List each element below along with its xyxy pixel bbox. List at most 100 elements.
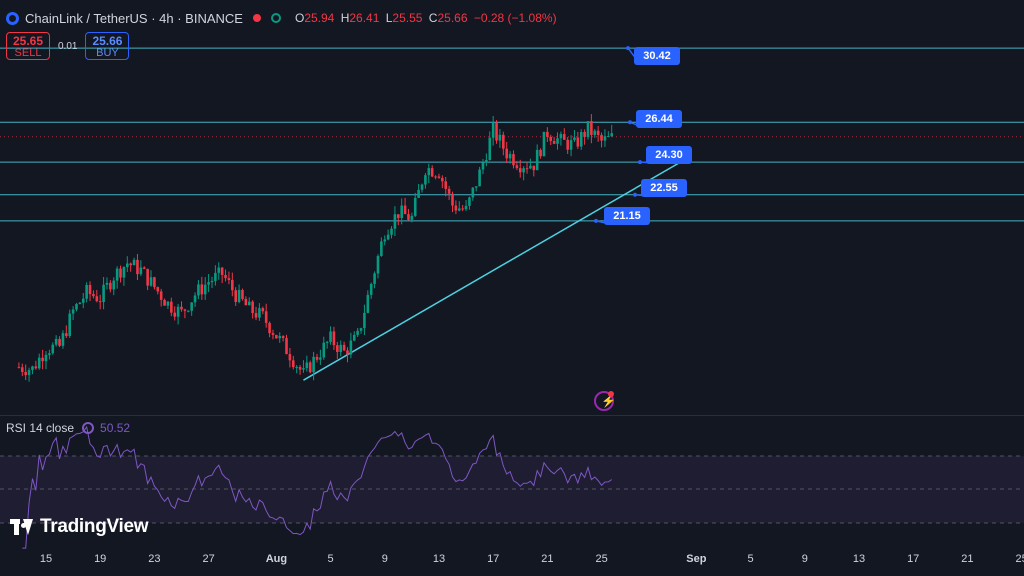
- sell-button[interactable]: 25.65 SELL: [6, 32, 50, 60]
- x-tick-label: 25: [1015, 553, 1024, 565]
- rsi-legend[interactable]: RSI 14 close 50.52: [6, 421, 130, 435]
- candle-body: [166, 301, 170, 306]
- price-level-tag[interactable]: 26.44: [636, 110, 682, 128]
- candle-body: [207, 282, 210, 285]
- candle-body: [88, 284, 92, 295]
- spread-value: 0.01: [58, 40, 78, 52]
- candle-body: [85, 284, 88, 299]
- candle-body: [610, 133, 614, 137]
- candle-body: [61, 333, 65, 346]
- candle-body: [305, 362, 309, 369]
- candle-body: [71, 309, 75, 314]
- candle-body: [397, 214, 400, 219]
- candle-body: [183, 309, 187, 311]
- price-level-tag[interactable]: 21.15: [604, 207, 650, 225]
- candle-body: [24, 371, 27, 376]
- candle-body: [363, 312, 366, 329]
- alert-button[interactable]: ⚡: [594, 391, 616, 411]
- candle-body: [119, 268, 122, 278]
- candle-body: [295, 366, 298, 368]
- candle-body: [176, 306, 180, 317]
- candle-body: [288, 354, 292, 361]
- pane-divider: [0, 415, 1024, 416]
- candle-body: [95, 296, 99, 302]
- candle-body: [607, 136, 610, 138]
- candle-body: [525, 168, 529, 170]
- candle-body: [603, 136, 607, 141]
- sell-label: SELL: [14, 47, 42, 59]
- candle-body: [556, 138, 559, 144]
- candle-body: [214, 272, 217, 281]
- candle-body: [352, 334, 356, 341]
- candle-body: [512, 154, 515, 166]
- x-tick-label: 15: [39, 553, 53, 565]
- candle-body: [126, 263, 129, 268]
- candle-body: [549, 136, 553, 142]
- candle-body: [27, 370, 31, 376]
- tradingview-logo[interactable]: TradingView: [10, 516, 149, 538]
- x-tick-label: Aug: [265, 553, 288, 565]
- candle-body: [285, 338, 288, 355]
- candle-body: [237, 289, 241, 302]
- candle-body: [376, 256, 380, 274]
- candle-body: [457, 208, 461, 211]
- candle-body: [569, 140, 573, 150]
- candle-body: [132, 259, 136, 266]
- candle-body: [68, 313, 72, 336]
- candle-body: [48, 353, 51, 355]
- candle-body: [291, 360, 295, 368]
- candle-body: [159, 291, 163, 300]
- candle-body: [393, 214, 397, 229]
- candle-body: [579, 131, 583, 147]
- candle-body: [420, 184, 424, 190]
- candle-body: [264, 311, 268, 323]
- rsi-line: [22, 425, 612, 549]
- candle-body: [153, 277, 156, 288]
- candle-body: [136, 259, 139, 275]
- candle-body: [275, 334, 278, 339]
- market-status-dot-icon[interactable]: [252, 14, 261, 22]
- candle-body: [142, 267, 146, 269]
- candle-body: [224, 274, 227, 279]
- price-level-tag[interactable]: 30.42: [634, 47, 680, 65]
- data-status-icon[interactable]: [270, 13, 281, 23]
- symbol-title[interactable]: ChainLink / TetherUS · 4h · BINANCE: [25, 10, 243, 26]
- x-tick-label: 21: [541, 553, 554, 565]
- candle-body: [471, 187, 475, 198]
- tag-anchor: [594, 218, 598, 223]
- x-tick-label: 5: [327, 553, 334, 565]
- ohlc-readout: O25.94 H26.41 L25.55 C25.66 −0.28 (−1.08…: [294, 11, 557, 25]
- candle-body: [573, 137, 576, 141]
- candle-body: [407, 214, 410, 220]
- candle-body: [180, 306, 183, 310]
- candle-body: [586, 121, 590, 137]
- trade-panel: 25.65 SELL 0.01 25.66 BUY: [6, 32, 130, 60]
- candle-body: [546, 131, 549, 137]
- candle-body: [339, 344, 343, 353]
- x-tick-label: 13: [852, 553, 866, 565]
- candle-body: [271, 333, 275, 335]
- candle-body: [200, 284, 204, 295]
- candle-body: [268, 322, 271, 334]
- candle-body: [220, 267, 224, 275]
- candle-body: [34, 366, 38, 369]
- candle-body: [366, 294, 370, 313]
- price-level-tag[interactable]: 22.55: [641, 179, 687, 197]
- price-level-tag[interactable]: 24.30: [646, 146, 692, 164]
- candle-body: [566, 139, 569, 150]
- candle-body: [139, 267, 143, 275]
- candle-body: [522, 168, 525, 173]
- candle-body: [149, 277, 153, 286]
- rsi-settings-icon[interactable]: [82, 422, 95, 434]
- candle-body: [281, 336, 285, 339]
- candle-body: [498, 134, 502, 141]
- candle-body: [227, 278, 231, 281]
- tradingview-mark-icon: [10, 519, 34, 535]
- candle-body: [75, 304, 78, 310]
- candle-body: [112, 280, 116, 290]
- candle-body: [478, 169, 481, 187]
- candle-body: [302, 368, 305, 370]
- candle-body: [193, 295, 197, 303]
- buy-button[interactable]: 25.66 BUY: [85, 32, 130, 60]
